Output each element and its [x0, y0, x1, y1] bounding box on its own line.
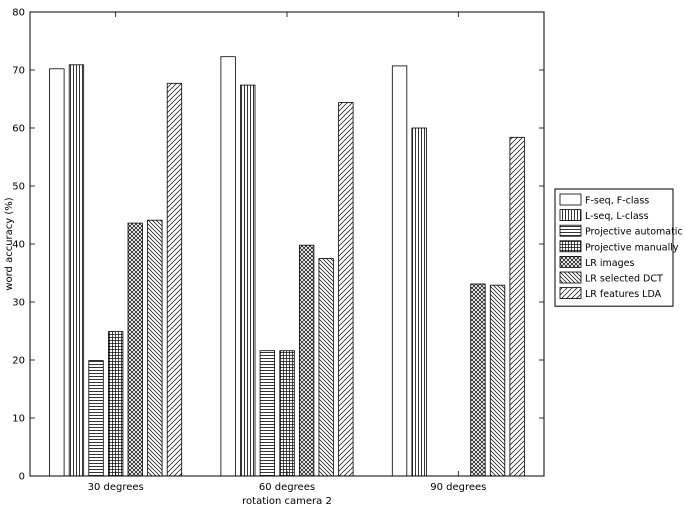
bar-lr-features-lda-1 — [338, 102, 354, 477]
legend-swatch — [559, 240, 582, 253]
legend-label: LR images — [585, 258, 635, 269]
y-tick-label: 60 — [12, 124, 25, 135]
y-tick-label: 40 — [12, 240, 25, 251]
y-tick-label: 10 — [12, 414, 25, 425]
bar-lr-images-1 — [298, 244, 315, 477]
x-axis-label: rotation camera 2 — [242, 496, 332, 507]
legend-label: LR features LDA — [585, 289, 662, 300]
y-tick-label: 70 — [12, 66, 25, 77]
legend-label: Projective automatic — [585, 227, 683, 238]
bar-l-seq-l-class-1 — [240, 84, 256, 477]
bar-lr-selected-dct-1 — [318, 258, 334, 477]
y-tick-label: 30 — [12, 298, 25, 309]
bar-projective-manually-0 — [108, 331, 124, 477]
y-axis-label: word accuracy (%) — [4, 197, 15, 290]
bar-lr-selected-dct-0 — [147, 219, 163, 477]
y-tick-label: 50 — [12, 182, 25, 193]
legend-label: F-seq, F-class — [585, 196, 649, 207]
legend-label: Projective manually — [585, 242, 679, 253]
x-tick-label: 90 degrees — [430, 482, 486, 493]
bar-l-seq-l-class-0 — [68, 64, 85, 477]
plot-area — [49, 56, 525, 477]
legend-swatch — [559, 255, 582, 268]
x-tick-label: 30 degrees — [88, 482, 144, 493]
axes: 0 10 20 30 40 50 60 70 80 30 degrees 60 degrees 90 … — [4, 8, 545, 507]
legend-swatch — [559, 287, 582, 300]
legend-swatch — [559, 271, 582, 284]
legend-swatch — [559, 224, 582, 237]
y-tick-label: 20 — [12, 356, 25, 367]
bar-f-seq-f-class-2 — [391, 65, 408, 477]
bar-lr-features-lda-2 — [509, 136, 525, 477]
bar-lr-images-2 — [470, 283, 486, 477]
x-tick-label: 60 degrees — [259, 482, 315, 493]
y-tick-label: 0 — [19, 472, 25, 483]
legend-swatch — [559, 193, 582, 206]
bar-projective-automatic-0 — [88, 360, 104, 477]
bar-f-seq-f-class-1 — [220, 56, 236, 477]
bar-l-seq-l-class-2 — [411, 127, 427, 477]
bar-projective-manually-1 — [279, 350, 295, 477]
bar-lr-selected-dct-2 — [489, 284, 506, 477]
bar-projective-automatic-1 — [259, 350, 276, 477]
bar-f-seq-f-class-0 — [49, 68, 65, 477]
y-tick-label: 80 — [12, 8, 25, 19]
legend-label: L-seq, L-class — [585, 211, 649, 222]
legend: F-seq, F-class L-seq, L-class Projective a… — [554, 188, 683, 307]
bar-lr-features-lda-0 — [166, 82, 183, 477]
legend-label: LR selected DCT — [585, 274, 663, 285]
bar-lr-images-0 — [127, 222, 143, 477]
legend-swatch — [559, 209, 582, 222]
